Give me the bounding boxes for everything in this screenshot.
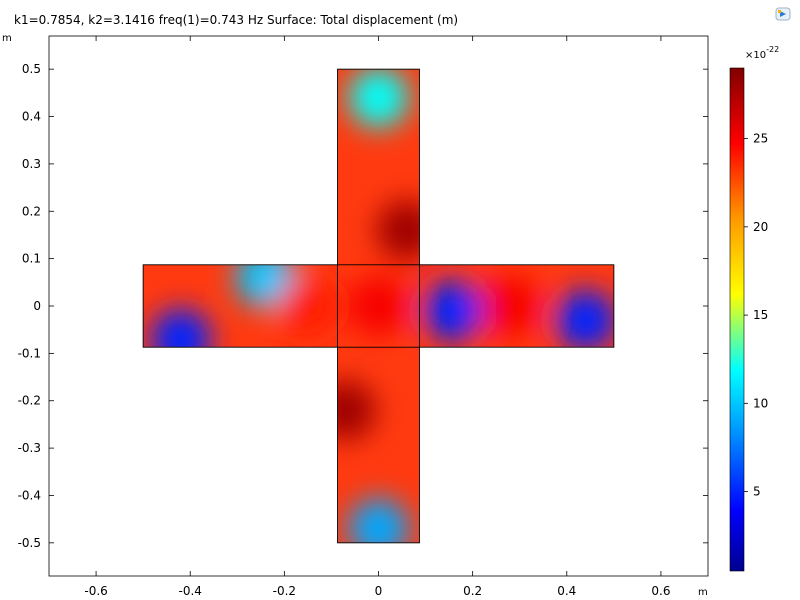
colorbar-tick-label: 20 [753,220,768,234]
field-feature [277,276,338,336]
colorbar-exponent-power: -22 [766,45,779,54]
x-tick-label: 0 [375,584,383,598]
colorbar-ticks: 5 10 15 20 25 [744,132,768,499]
x-tick-label: -0.4 [179,584,202,598]
y-tick-label: 0.5 [22,62,41,76]
colorbar-exponent: ×10-22 [745,45,779,61]
field-feature [348,69,409,128]
vertical-bar-outline [337,68,420,544]
y-tick-label: 0.4 [22,110,41,124]
field-feature [423,280,484,341]
colorbar-tick-label: 25 [753,132,768,146]
y-tick-label: -0.2 [18,394,41,408]
x-tick-label: 0.6 [651,584,670,598]
y-tick-label: -0.4 [18,488,41,502]
field-feature [348,498,409,543]
x-axis: -0.6 -0.4 -0.2 0 0.2 0.4 0.6 [84,36,670,598]
colorbar-tick-label: 15 [753,308,768,322]
x-axis-unit: m [698,587,708,598]
x-tick-label: 0.4 [557,584,576,598]
y-tick-label: -0.5 [18,536,41,550]
y-tick-label: 0 [33,299,41,313]
horizontal-bar-outline [142,264,615,348]
colorbar-tick-label: 5 [753,485,761,499]
geometry-outline [142,68,615,544]
y-axis-unit: m [2,33,12,44]
field-feature [348,276,409,336]
y-axis: 0.5 0.4 0.3 0.2 0.1 0 -0.1 -0.2 -0.3 -0.4 -0.5 [18,62,708,550]
field-feature [555,290,614,351]
x-tick-label: -0.6 [84,584,107,598]
colorbar [729,67,745,572]
x-tick-label: -0.2 [273,584,296,598]
y-tick-label: 0.2 [22,204,41,218]
colorbar-tick-label: 10 [753,396,768,410]
field-feature [480,276,541,336]
y-tick-label: 0.3 [22,157,41,171]
app-logo-icon[interactable] [775,6,791,22]
plot-title: k1=0.7854, k2=3.1416 freq(1)=0.743 Hz Su… [14,13,459,27]
y-tick-label: 0.1 [22,252,41,266]
y-tick-label: -0.1 [18,346,41,360]
colorbar-exponent-base: ×10 [745,50,766,61]
x-tick-label: 0.2 [463,584,482,598]
y-tick-label: -0.3 [18,441,41,455]
